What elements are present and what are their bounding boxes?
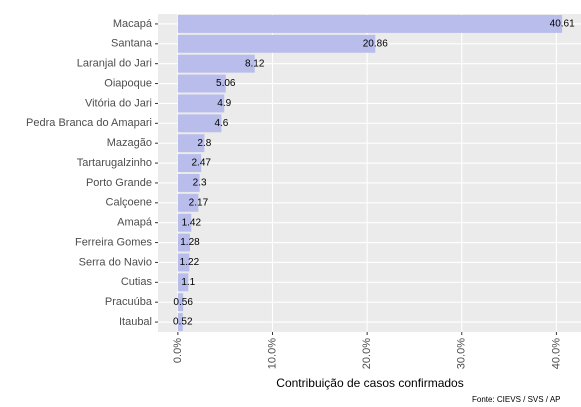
value-label: 40.61 [550,19,575,30]
bar [177,114,222,133]
bar [177,313,183,332]
value-label: 1.42 [182,217,202,228]
y-tick-label: Ferreira Gomes [75,236,153,248]
x-tick-label: 10.0% [266,338,278,369]
value-label: 5.06 [216,78,236,89]
value-label: 1.22 [180,257,200,268]
x-tick-label: 40.0% [550,338,562,369]
value-label: 1.28 [180,237,200,248]
y-tick-label: Amapá [117,217,153,229]
y-tick-label: Oiapoque [104,77,152,89]
y-tick-label: Porto Grande [86,177,152,189]
bar [177,213,192,232]
y-tick-label: Tartarugalzinho [77,157,152,169]
value-label: 20.86 [363,38,388,49]
bar [177,193,199,212]
value-label: 2.3 [193,178,207,189]
y-tick-label: Macapá [113,18,153,30]
bar [177,154,202,173]
value-label: 4.6 [214,118,228,129]
value-label: 2.17 [189,197,209,208]
value-label: 2.47 [192,158,212,169]
value-label: 4.9 [217,98,231,109]
bar [177,233,190,252]
value-label: 2.8 [197,138,211,149]
bar [177,253,190,272]
y-tick-label: Pracuúba [105,296,153,308]
y-tick-label: Serra do Navio [79,256,152,268]
bar [177,14,563,33]
y-tick-label: Santana [111,38,153,50]
y-tick-label: Vitória do Jari [85,97,152,109]
bar [177,273,189,292]
value-label: 0.52 [173,317,193,328]
x-tick-label: 0.0% [172,338,184,363]
bar [177,94,225,113]
bar [177,54,255,73]
bar [177,74,226,93]
caption: Fonte: CIEVS / SVS / AP [472,395,560,404]
x-tick-label: 30.0% [456,338,468,369]
y-tick-label: Mazagão [107,137,152,149]
bar [177,34,376,53]
y-tick-label: Laranjal do Jari [77,58,152,70]
x-tick-label: 20.0% [361,338,373,369]
value-label: 0.56 [173,297,193,308]
x-axis-title: Contribuição de casos confirmados [276,376,463,390]
y-tick-label: Cutias [121,276,153,288]
bar [177,134,205,153]
y-tick-label: Pedra Branca do Amapari [26,117,152,129]
y-tick-label: Itaubal [119,316,152,328]
bar [177,173,200,192]
bar [177,293,184,312]
value-label: 1.1 [181,277,195,288]
value-label: 8.12 [245,58,265,69]
y-tick-label: Calçoene [106,197,152,209]
